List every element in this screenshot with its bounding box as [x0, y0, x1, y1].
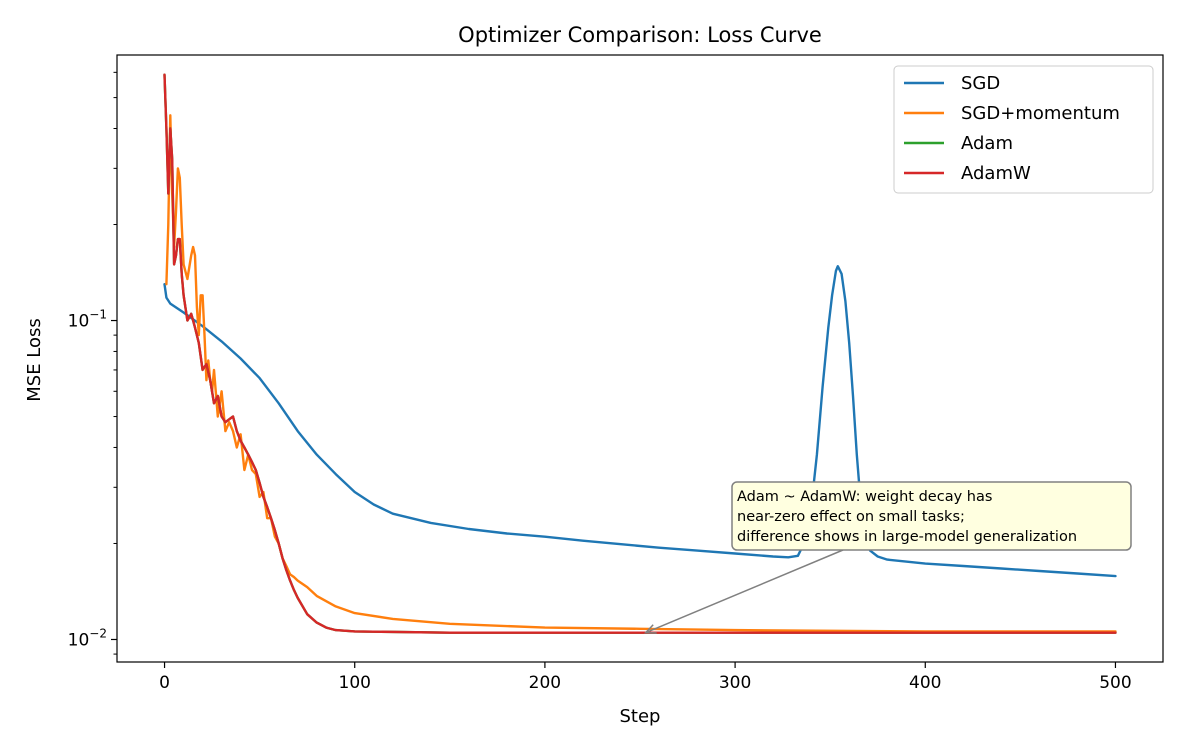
x-tick-label: 200 — [529, 673, 561, 693]
axes-frame — [116, 54, 1164, 663]
series-line-adamw — [163, 73, 1117, 634]
y-axis-title: MSE Loss — [24, 318, 45, 402]
legend-label: Adam — [961, 133, 1013, 154]
legend-box — [893, 65, 1154, 194]
annotation: Adam ~ AdamW: weight decay has near-zero … — [644, 481, 1132, 634]
x-tick-label: 0 — [159, 673, 170, 693]
legend-label: SGD+momentum — [961, 103, 1120, 124]
annotation-box — [731, 481, 1132, 551]
legend-label: SGD — [961, 73, 1000, 94]
legend: SGD SGD+momentum Adam AdamW — [893, 65, 1154, 194]
y-tick-label: 10−1 — [68, 308, 107, 332]
x-axis-title: Step — [620, 706, 661, 727]
axes: 0 100 200 300 400 500 10−2 10−1 — [68, 54, 1164, 693]
chart-title: Optimizer Comparison: Loss Curve — [458, 23, 822, 47]
annotation-text-line: near-zero effect on small tasks; — [737, 509, 965, 525]
annotation-arrow-head — [644, 624, 657, 634]
legend-label: AdamW — [961, 163, 1031, 184]
x-tick-label: 100 — [339, 673, 371, 693]
annotation-text-line: Adam ~ AdamW: weight decay has — [737, 489, 992, 505]
y-tick-label: 10−2 — [68, 626, 107, 650]
x-tick-label: 300 — [719, 673, 751, 693]
annotation-arrow — [645, 549, 844, 634]
x-tick-label: 500 — [1099, 673, 1131, 693]
annotation-text-line: difference shows in large-model generali… — [737, 529, 1077, 545]
x-tick-label: 400 — [909, 673, 941, 693]
series-line-sgd-momentum — [165, 114, 1117, 633]
